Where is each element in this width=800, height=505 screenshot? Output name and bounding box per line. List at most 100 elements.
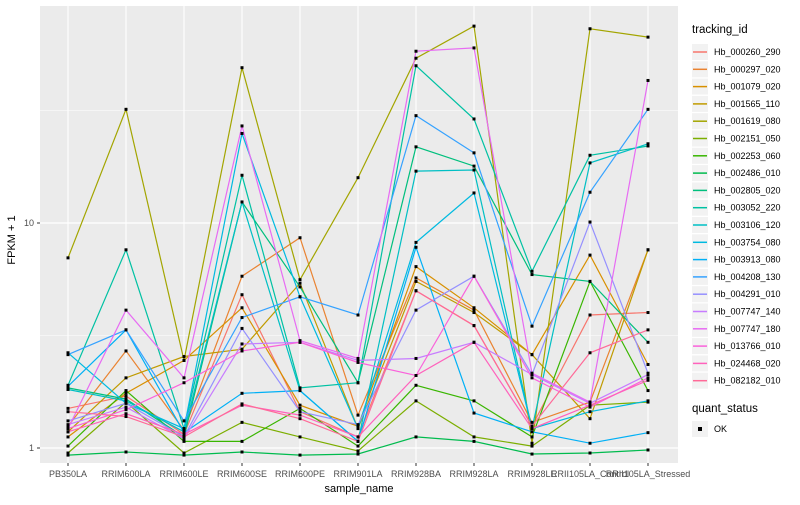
data-point (472, 24, 476, 28)
data-point (646, 107, 650, 111)
data-point (414, 276, 418, 280)
data-point (414, 56, 418, 60)
y-tick-label: 10 (24, 218, 34, 228)
legend-item-label: Hb_007747_180 (714, 324, 781, 334)
data-point (646, 376, 650, 380)
legend-item: Hb_001619_080 (692, 113, 781, 130)
data-point (182, 437, 186, 441)
data-point (124, 389, 128, 393)
data-point (646, 144, 650, 148)
data-point (66, 351, 70, 355)
data-point (530, 430, 534, 434)
data-point (182, 428, 186, 432)
legend-item: Hb_001565_110 (692, 95, 780, 112)
data-point (66, 427, 70, 431)
data-point (530, 427, 534, 431)
legend-item-label: Hb_003913_080 (714, 255, 781, 265)
data-point (530, 273, 534, 277)
data-point (646, 448, 650, 452)
data-point (182, 419, 186, 423)
data-point (356, 360, 360, 364)
y-axis-title: FPKM + 1 (6, 215, 18, 264)
data-point (646, 378, 650, 382)
legend-item: Hb_002253_060 (692, 147, 781, 164)
data-point (66, 353, 70, 357)
data-point (588, 279, 592, 283)
data-point (646, 35, 650, 39)
data-point (414, 356, 418, 360)
data-point (646, 311, 650, 315)
data-point (124, 107, 128, 111)
data-point (182, 376, 186, 380)
legend-item-label: Hb_007747_140 (714, 307, 781, 317)
data-point (124, 399, 128, 403)
data-point (240, 66, 244, 70)
data-point (356, 452, 360, 456)
quant-legend-item-label: OK (714, 424, 727, 434)
data-point (588, 313, 592, 317)
legend-item: Hb_013766_010 (692, 338, 781, 355)
quant-key-marker (698, 427, 702, 431)
x-tick-label: RRIM928BA (391, 469, 441, 479)
legend-item: Hb_082182_010 (692, 372, 781, 389)
data-point (414, 169, 418, 173)
data-point (298, 410, 302, 414)
data-point (414, 279, 418, 283)
legend-item-label: Hb_001079_020 (714, 82, 781, 92)
data-point (646, 248, 650, 252)
data-point (472, 306, 476, 310)
data-point (356, 427, 360, 431)
data-point (182, 358, 186, 362)
data-point (588, 220, 592, 224)
data-point (472, 151, 476, 155)
data-point (588, 441, 592, 445)
data-point (472, 311, 476, 315)
x-tick-label: RRIM928LA (449, 469, 498, 479)
data-point (298, 435, 302, 439)
data-point (414, 64, 418, 68)
data-point (588, 153, 592, 157)
data-point (646, 78, 650, 82)
x-tick-label: RRIM901LA (333, 469, 382, 479)
legend-item-label: Hb_024468_020 (714, 358, 781, 368)
data-point (588, 405, 592, 409)
data-point (124, 408, 128, 412)
data-point (646, 389, 650, 393)
legend-item-label: Hb_000260_290 (714, 47, 781, 57)
legend-item: Hb_000260_290 (692, 44, 781, 60)
data-point (356, 176, 360, 180)
legend-item: Hb_007747_140 (692, 303, 781, 320)
data-point (530, 353, 534, 357)
x-axis-title: sample_name (324, 483, 393, 495)
data-point (588, 403, 592, 407)
data-point (588, 161, 592, 165)
data-point (298, 236, 302, 240)
legend-item: Hb_004291_010 (692, 286, 781, 303)
data-point (646, 328, 650, 332)
data-point (240, 349, 244, 353)
data-point (298, 386, 302, 390)
legend-item-label: Hb_000297_020 (714, 64, 781, 74)
legend-item: Hb_004208_130 (692, 268, 781, 285)
data-point (646, 363, 650, 367)
data-point (588, 190, 592, 194)
data-point (240, 274, 244, 278)
legend-item: Hb_003106_120 (692, 217, 781, 233)
tracking-id-legend: Hb_000260_290 Hb_000297_020 Hb_001079_020 H… (692, 44, 781, 389)
data-point (298, 295, 302, 299)
data-point (182, 439, 186, 443)
data-point (240, 173, 244, 177)
data-point (356, 423, 360, 427)
legend-item-label: Hb_003106_120 (714, 220, 781, 230)
data-point (298, 413, 302, 417)
data-point (588, 27, 592, 31)
data-point (182, 432, 186, 436)
data-point (414, 49, 418, 53)
data-point (588, 451, 592, 455)
data-point (530, 324, 534, 328)
data-point (182, 453, 186, 457)
data-point (298, 285, 302, 289)
data-point (356, 424, 360, 428)
legend-item-label: Hb_082182_010 (714, 376, 781, 386)
